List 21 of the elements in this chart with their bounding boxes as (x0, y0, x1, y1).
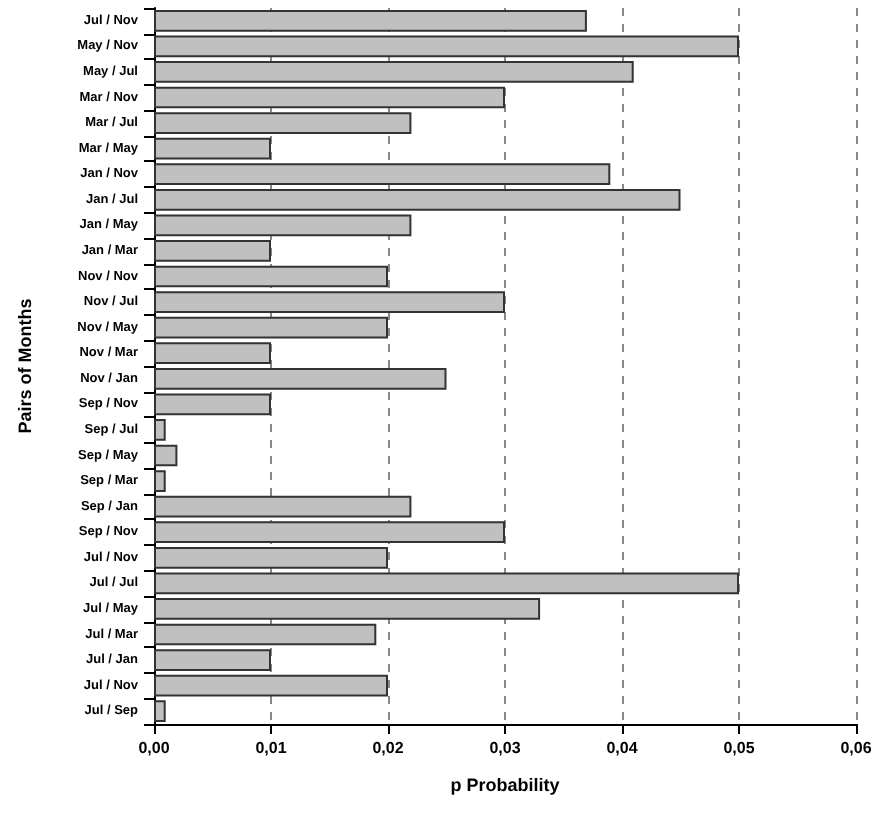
bar (154, 598, 541, 620)
bar (154, 470, 166, 492)
x-tick-label: 0,00 (138, 739, 171, 757)
x-tick-label: 0,03 (489, 739, 522, 757)
y-axis-title: Pairs of Months (15, 298, 35, 434)
x-tick-label: 0,05 (723, 739, 756, 757)
bar (154, 61, 634, 83)
bar (154, 240, 271, 262)
x-tick-label: 0,04 (606, 739, 639, 757)
bar (154, 444, 178, 467)
x-tick-label: 0,02 (372, 739, 405, 757)
bar (154, 291, 505, 313)
bar (154, 265, 388, 288)
bar (154, 649, 271, 671)
x-axis-title: p Probability (450, 775, 560, 795)
bar (154, 112, 412, 134)
bar (154, 86, 505, 109)
bar (154, 419, 166, 441)
x-tick-label: 0,01 (255, 739, 288, 757)
x-tick-label: 0,06 (840, 739, 873, 757)
bar (154, 623, 377, 646)
